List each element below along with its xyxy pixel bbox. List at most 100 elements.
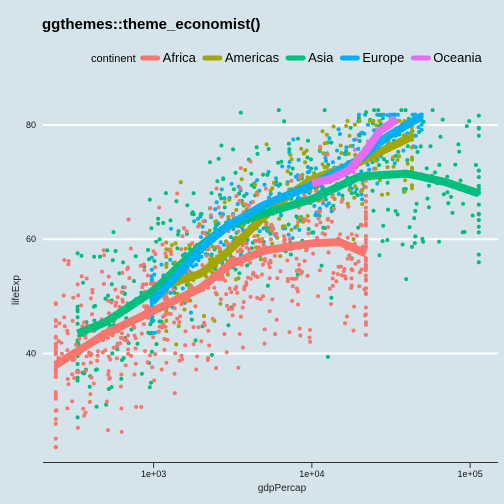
point-asia <box>154 342 159 347</box>
point-asia <box>276 108 281 113</box>
point-asia <box>265 172 270 177</box>
point-asia <box>87 384 92 389</box>
point-europe <box>189 310 193 315</box>
x-axis-ticks: 1e+03 1e+04 1e+05 <box>141 462 483 479</box>
point-americas <box>410 166 414 171</box>
point-asia <box>306 138 310 143</box>
point-asia <box>261 172 266 177</box>
point-africa <box>270 226 275 231</box>
point-asia <box>75 375 80 380</box>
point-asia <box>470 213 475 218</box>
point-asia <box>109 385 114 390</box>
smooth-lines <box>53 112 481 369</box>
point-americas <box>391 164 396 169</box>
point-asia <box>147 197 152 202</box>
point-africa <box>363 222 368 227</box>
point-africa <box>339 199 344 204</box>
point-africa <box>126 217 131 222</box>
point-americas <box>331 124 336 129</box>
point-africa <box>181 226 186 231</box>
point-africa <box>289 178 294 183</box>
point-africa <box>150 365 155 370</box>
point-asia <box>445 174 450 179</box>
point-americas <box>346 151 351 156</box>
point-africa <box>214 366 219 370</box>
point-asia <box>286 141 291 146</box>
point-africa <box>229 290 234 295</box>
point-africa <box>352 304 357 309</box>
point-asia <box>464 124 469 129</box>
point-africa <box>189 284 194 289</box>
point-asia <box>109 282 114 287</box>
point-americas <box>173 241 178 246</box>
smooth-line-europe <box>148 112 424 305</box>
point-africa <box>235 290 240 295</box>
point-africa <box>91 381 96 386</box>
point-asia <box>149 349 154 354</box>
point-asia <box>438 134 443 139</box>
point-europe <box>286 232 291 237</box>
point-asia <box>147 257 151 262</box>
point-africa <box>132 325 137 330</box>
point-africa <box>240 243 245 248</box>
point-africa <box>363 205 368 210</box>
point-africa <box>207 343 212 348</box>
point-africa <box>287 237 292 242</box>
point-europe <box>419 122 424 127</box>
point-africa <box>75 425 80 430</box>
point-asia <box>476 211 481 216</box>
point-africa <box>326 225 331 230</box>
point-africa <box>217 246 222 251</box>
point-africa <box>162 296 167 301</box>
point-africa <box>79 303 84 308</box>
point-asia <box>381 223 386 228</box>
point-americas <box>164 247 169 252</box>
point-africa <box>294 268 299 273</box>
point-americas <box>360 202 365 206</box>
point-africa <box>72 376 77 381</box>
point-asia <box>357 139 362 143</box>
point-asia <box>233 267 238 272</box>
point-asia <box>404 277 409 282</box>
point-africa <box>244 282 249 287</box>
point-africa <box>255 295 260 300</box>
point-europe <box>305 170 310 175</box>
point-africa <box>290 284 295 289</box>
point-africa <box>106 369 111 374</box>
point-americas <box>374 123 379 128</box>
point-africa <box>59 351 64 356</box>
point-africa <box>338 264 343 269</box>
point-africa <box>191 342 196 347</box>
point-africa <box>294 256 299 261</box>
point-africa <box>84 354 89 359</box>
point-africa <box>133 361 138 366</box>
point-europe <box>219 187 224 192</box>
point-asia <box>198 212 203 217</box>
point-africa <box>298 174 302 179</box>
point-africa <box>179 247 184 252</box>
point-europe <box>360 197 365 202</box>
point-africa <box>83 368 88 373</box>
point-africa <box>363 217 368 222</box>
point-americas <box>270 186 275 191</box>
point-africa <box>183 343 188 348</box>
point-europe <box>152 330 157 335</box>
point-asia <box>322 108 327 113</box>
point-africa <box>363 268 368 273</box>
point-africa <box>196 325 201 330</box>
point-africa <box>264 222 269 227</box>
point-africa <box>77 336 82 341</box>
point-americas <box>178 180 183 185</box>
point-europe <box>296 157 301 162</box>
point-asia <box>92 254 97 259</box>
point-africa <box>57 321 62 326</box>
point-asia <box>353 190 358 195</box>
point-africa <box>160 242 165 247</box>
point-americas <box>270 241 275 246</box>
point-americas <box>405 161 410 166</box>
point-africa <box>95 358 100 363</box>
point-asia <box>242 194 247 198</box>
point-africa <box>308 339 313 344</box>
point-africa <box>216 205 221 210</box>
point-africa <box>345 235 350 240</box>
